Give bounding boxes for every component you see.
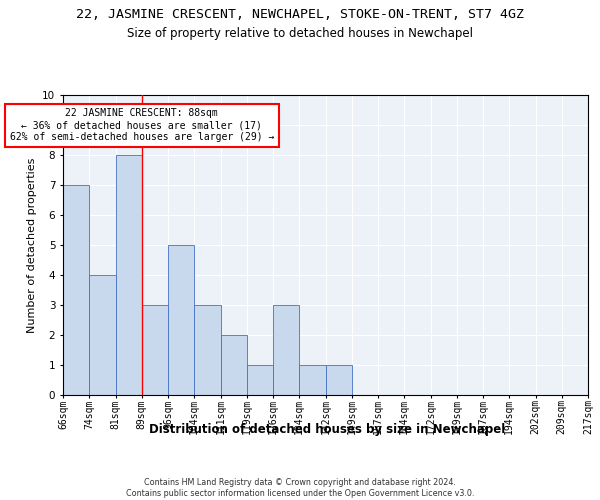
- Bar: [168, 245, 194, 395]
- Bar: [194, 305, 221, 395]
- Bar: [299, 365, 325, 395]
- Text: Contains HM Land Registry data © Crown copyright and database right 2024.
Contai: Contains HM Land Registry data © Crown c…: [126, 478, 474, 498]
- Bar: [89, 275, 115, 395]
- Bar: [63, 185, 89, 395]
- Text: 22 JASMINE CRESCENT: 88sqm
← 36% of detached houses are smaller (17)
62% of semi: 22 JASMINE CRESCENT: 88sqm ← 36% of deta…: [10, 108, 274, 142]
- Bar: [247, 365, 273, 395]
- Bar: [325, 365, 352, 395]
- Bar: [221, 335, 247, 395]
- Bar: [115, 155, 142, 395]
- Y-axis label: Number of detached properties: Number of detached properties: [26, 158, 37, 332]
- Text: Size of property relative to detached houses in Newchapel: Size of property relative to detached ho…: [127, 28, 473, 40]
- Text: 22, JASMINE CRESCENT, NEWCHAPEL, STOKE-ON-TRENT, ST7 4GZ: 22, JASMINE CRESCENT, NEWCHAPEL, STOKE-O…: [76, 8, 524, 20]
- Text: Distribution of detached houses by size in Newchapel: Distribution of detached houses by size …: [149, 422, 505, 436]
- Bar: [142, 305, 168, 395]
- Bar: [273, 305, 299, 395]
